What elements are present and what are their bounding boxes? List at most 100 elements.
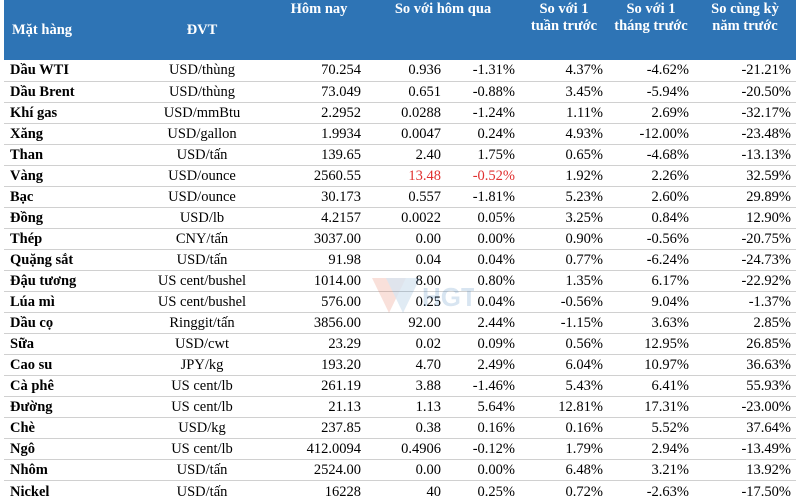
week-change: 0.72% <box>565 483 603 500</box>
commodity-name: Vàng <box>4 165 132 187</box>
today-price: 2.2952 <box>272 102 366 124</box>
year-change: -13.49% <box>694 438 796 461</box>
month-change: 2.60% <box>608 186 694 208</box>
commodity-name: Nickel <box>10 483 50 500</box>
header-vs-yesterday: So với hôm qua <box>366 0 520 60</box>
change-percent: -1.46% <box>446 375 520 398</box>
commodity-name: Sữa <box>4 333 132 356</box>
header-unit: ĐVT <box>132 0 272 60</box>
commodity-name: Than <box>4 144 132 166</box>
table-row: Dầu cọ Ringgit/tấn 3856.00 92.00 2.44% -1.15%… <box>4 312 796 335</box>
week-change: 6.48% <box>520 459 608 482</box>
month-change: 2.69% <box>608 102 694 124</box>
unit-cell: USD/tấn <box>176 483 228 500</box>
month-change: 2.26% <box>608 165 694 187</box>
change-percent: 0.04% <box>446 291 520 314</box>
year-change: -23.00% <box>694 396 796 419</box>
today-price: 193.20 <box>272 354 366 377</box>
table-body: Dầu WTI USD/thùng 70.254 0.936 -1.31% 4.37% -4… <box>4 60 796 502</box>
change-value: 13.48 <box>366 165 446 187</box>
today-price: 16228 <box>324 483 361 500</box>
week-change: 5.23% <box>520 186 608 208</box>
change-percent: -0.52% <box>446 165 520 187</box>
change-value: 0.0022 <box>366 207 446 229</box>
change-value: 0.651 <box>366 81 446 103</box>
change-percent: 2.44% <box>446 312 520 335</box>
change-value: 40 <box>426 483 442 500</box>
year-change: 12.90% <box>694 207 796 229</box>
table-row: Vàng USD/ounce 2560.55 13.48 -0.52% 1.92% 2.26… <box>4 165 796 187</box>
change-percent: -0.88% <box>446 81 520 103</box>
commodity-name: Thép <box>4 228 132 250</box>
table-row: Than USD/tấn 139.65 2.40 1.75% 0.65% -4.68% -13… <box>4 144 796 166</box>
table-row: Khí gas USD/mmBtu 2.2952 0.0288 -1.24% 1.11% 2… <box>4 102 796 124</box>
change-value: 2.40 <box>366 144 446 166</box>
table-row: Nickel USD/tấn 16228 40 0.25% 0.72% -2.63% -17.… <box>4 481 796 502</box>
commodity-name: Quặng sắt <box>4 249 132 271</box>
year-change: -1.37% <box>694 291 796 314</box>
commodity-name: Xăng <box>4 123 132 145</box>
week-change: 1.92% <box>520 165 608 187</box>
today-price: 23.29 <box>272 333 366 356</box>
commodity-name: Chè <box>4 417 132 440</box>
header-vs-week: So với 1 tuần trước <box>520 0 608 60</box>
change-percent: -1.24% <box>446 102 520 124</box>
month-change: 17.31% <box>608 396 694 419</box>
change-value: 0.557 <box>366 186 446 208</box>
change-percent: 2.49% <box>446 354 520 377</box>
month-change: 3.21% <box>608 459 694 482</box>
unit-cell: USD/ounce <box>132 165 272 187</box>
today-price: 73.049 <box>272 81 366 103</box>
commodity-name: Đồng <box>4 207 132 229</box>
unit-cell: US cent/bushel <box>132 270 272 293</box>
month-change: 5.52% <box>608 417 694 440</box>
week-change: 3.25% <box>520 207 608 229</box>
unit-cell: USD/tấn <box>132 459 272 482</box>
commodity-name: Dầu cọ <box>4 312 132 335</box>
unit-cell: CNY/tấn <box>132 228 272 250</box>
week-change: 0.77% <box>520 249 608 271</box>
today-price: 412.0094 <box>272 438 366 461</box>
today-price: 3856.00 <box>272 312 366 335</box>
year-change: -32.17% <box>694 102 796 124</box>
change-value: 0.02 <box>366 333 446 356</box>
table-row: Quặng sắt USD/tấn 91.98 0.04 0.04% 0.77% -6.24… <box>4 249 796 271</box>
year-change: 55.93% <box>694 375 796 398</box>
today-price: 261.19 <box>272 375 366 398</box>
unit-cell: US cent/bushel <box>132 291 272 314</box>
year-change: -17.50% <box>741 483 791 500</box>
month-change: 2.94% <box>608 438 694 461</box>
table-row: Ngô US cent/lb 412.0094 0.4906 -0.12% 1.79% 2.… <box>4 438 796 461</box>
change-value: 4.70 <box>366 354 446 377</box>
today-price: 70.254 <box>272 60 366 82</box>
unit-cell: USD/gallon <box>132 123 272 145</box>
change-value: 0.00 <box>366 459 446 482</box>
commodity-name: Cà phê <box>4 375 132 398</box>
table-row: Cao su JPY/kg 193.20 4.70 2.49% 6.04% 10.97% 36… <box>4 354 796 377</box>
change-percent: 0.09% <box>446 333 520 356</box>
week-change: -1.15% <box>520 312 608 335</box>
week-change: -0.56% <box>520 291 608 314</box>
table-row: Dầu WTI USD/thùng 70.254 0.936 -1.31% 4.37% -4… <box>4 60 796 82</box>
week-change: 1.35% <box>520 270 608 293</box>
month-change: -6.24% <box>608 249 694 271</box>
month-change: 9.04% <box>608 291 694 314</box>
change-value: 0.4906 <box>366 438 446 461</box>
table-row: Đường US cent/lb 21.13 1.13 5.64% 12.81% 17.31… <box>4 396 796 419</box>
unit-cell: USD/thùng <box>132 81 272 103</box>
commodity-name: Dầu WTI <box>4 60 132 82</box>
change-value: 0.04 <box>366 249 446 271</box>
month-change: -12.00% <box>608 123 694 145</box>
table-row: Sữa USD/cwt 23.29 0.02 0.09% 0.56% 12.95% 26.85… <box>4 333 796 356</box>
change-value: 0.936 <box>366 60 446 82</box>
month-change: 0.84% <box>608 207 694 229</box>
week-change: 0.65% <box>520 144 608 166</box>
month-change: 3.63% <box>608 312 694 335</box>
table-row: Bạc USD/ounce 30.173 0.557 -1.81% 5.23% 2.60% 2… <box>4 186 796 208</box>
change-percent: -1.81% <box>446 186 520 208</box>
table-row: Chè USD/kg 237.85 0.38 0.16% 0.16% 5.52% 37.64% <box>4 417 796 440</box>
year-change: 36.63% <box>694 354 796 377</box>
unit-cell: US cent/lb <box>132 396 272 419</box>
change-value: 0.00 <box>366 228 446 250</box>
change-percent: 5.64% <box>446 396 520 419</box>
